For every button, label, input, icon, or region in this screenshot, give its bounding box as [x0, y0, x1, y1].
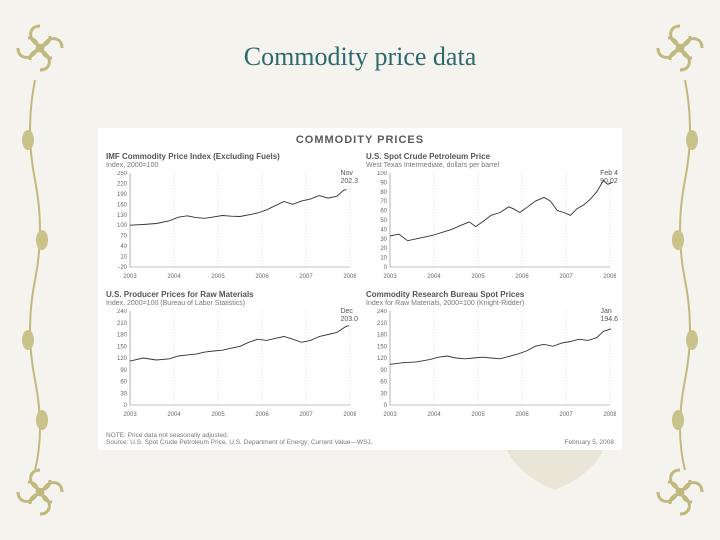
svg-text:60: 60 [380, 209, 387, 215]
chart-title: U.S. Producer Prices for Raw Materials [106, 290, 356, 299]
svg-text:2008: 2008 [343, 274, 356, 280]
footer-source: Source: U.S. Spot Crude Petroleum Price,… [106, 439, 373, 446]
svg-text:40: 40 [120, 244, 127, 250]
svg-text:160: 160 [117, 202, 128, 208]
svg-text:2005: 2005 [471, 274, 485, 280]
svg-text:2005: 2005 [211, 412, 225, 418]
svg-text:30: 30 [120, 391, 127, 397]
svg-text:2007: 2007 [559, 412, 573, 418]
svg-text:2004: 2004 [167, 274, 181, 280]
chart-crb-spot: Commodity Research Bureau Spot Prices In… [366, 290, 616, 419]
svg-text:50: 50 [380, 218, 387, 224]
svg-text:40: 40 [380, 227, 387, 233]
ornament-vine-right [670, 80, 700, 470]
svg-text:150: 150 [117, 344, 128, 350]
svg-text:2004: 2004 [427, 274, 441, 280]
svg-text:2007: 2007 [299, 412, 313, 418]
svg-text:10: 10 [380, 256, 387, 262]
svg-text:120: 120 [377, 356, 388, 362]
chart-subtitle: West Texas Intermediate, dollars per bar… [366, 162, 616, 169]
svg-text:90: 90 [380, 180, 387, 186]
svg-text:180: 180 [117, 333, 128, 339]
ornament-vine-left [20, 80, 50, 470]
ornament-bottom-right [650, 462, 710, 522]
panel-heading: COMMODITY PRICES [98, 134, 622, 146]
svg-text:180: 180 [377, 333, 388, 339]
svg-text:2003: 2003 [383, 412, 397, 418]
svg-text:220: 220 [117, 181, 128, 187]
svg-text:210: 210 [377, 321, 388, 327]
svg-text:80: 80 [380, 190, 387, 196]
chart-callout: Feb 4 90.02 [600, 170, 618, 185]
svg-text:2007: 2007 [559, 274, 573, 280]
svg-text:2005: 2005 [211, 274, 225, 280]
chart-title: IMF Commodity Price Index (Excluding Fue… [106, 152, 356, 161]
svg-text:2003: 2003 [123, 274, 137, 280]
chart-subtitle: Index, 2000=100 [106, 162, 356, 169]
svg-text:0: 0 [384, 265, 388, 271]
chart-producer-prices: U.S. Producer Prices for Raw Materials I… [106, 290, 356, 419]
svg-text:130: 130 [117, 213, 128, 219]
svg-text:2006: 2006 [255, 412, 269, 418]
chart-imf-index: IMF Commodity Price Index (Excluding Fue… [106, 152, 356, 281]
svg-text:250: 250 [117, 171, 128, 177]
svg-text:0: 0 [384, 403, 388, 409]
svg-text:90: 90 [120, 368, 127, 374]
chart-panel: COMMODITY PRICES IMF Commodity Price Ind… [98, 128, 622, 450]
svg-text:120: 120 [117, 356, 128, 362]
svg-text:100: 100 [377, 171, 388, 177]
footer-note: NOTE: Price data not seasonally adjusted… [106, 432, 228, 439]
svg-text:2006: 2006 [255, 274, 269, 280]
chart-callout: Dec 203.0 [340, 308, 358, 323]
svg-text:0: 0 [124, 403, 128, 409]
chart-callout: Nov 202.3 [340, 170, 358, 185]
chart-subtitle: Index, 2000=100 (Bureau of Labor Statist… [106, 300, 356, 307]
svg-text:2008: 2008 [603, 274, 616, 280]
svg-text:2008: 2008 [343, 412, 356, 418]
chart-title: Commodity Research Bureau Spot Prices [366, 290, 616, 299]
svg-text:70: 70 [120, 234, 127, 240]
svg-text:100: 100 [117, 223, 128, 229]
chart-title: U.S. Spot Crude Petroleum Price [366, 152, 616, 161]
svg-text:20: 20 [380, 246, 387, 252]
chart-callout: Jan 194.6 [600, 308, 618, 323]
svg-text:60: 60 [380, 380, 387, 386]
svg-text:70: 70 [380, 199, 387, 205]
svg-text:2008: 2008 [603, 412, 616, 418]
page-title: Commodity price data [0, 42, 720, 72]
chart-svg: 2003 2004 2005 2006 2007 2008 0 30 60 90 120 150 180… [366, 309, 616, 419]
ornament-bottom-left [10, 462, 70, 522]
chart-crude-price: U.S. Spot Crude Petroleum Price West Tex… [366, 152, 616, 281]
svg-text:2006: 2006 [515, 274, 529, 280]
chart-svg: 2003 2004 2005 2006 2007 2008 0 10 20 30 40 50 60 70 8… [366, 171, 616, 281]
svg-text:-20: -20 [118, 265, 127, 271]
svg-text:210: 210 [117, 321, 128, 327]
chart-svg: 2003 2004 2005 2006 2007 2008 -20 10 40 70 100 130 1… [106, 171, 356, 281]
panel-footer: NOTE: Price data not seasonally adjusted… [106, 432, 614, 446]
svg-text:2003: 2003 [383, 274, 397, 280]
svg-text:30: 30 [380, 391, 387, 397]
svg-text:10: 10 [120, 255, 127, 261]
svg-text:2005: 2005 [471, 412, 485, 418]
svg-text:90: 90 [380, 368, 387, 374]
svg-text:2004: 2004 [427, 412, 441, 418]
svg-text:240: 240 [377, 309, 388, 315]
svg-text:190: 190 [117, 192, 128, 198]
svg-text:60: 60 [120, 380, 127, 386]
svg-text:2004: 2004 [167, 412, 181, 418]
svg-text:240: 240 [117, 309, 128, 315]
svg-text:2006: 2006 [515, 412, 529, 418]
chart-subtitle: Index for Raw Materials, 2000=100 (Knigh… [366, 300, 616, 307]
footer-date: February 5, 2008 [564, 439, 614, 446]
svg-text:2003: 2003 [123, 412, 137, 418]
svg-text:150: 150 [377, 344, 388, 350]
chart-svg: 2003 2004 2005 2006 2007 2008 0 30 60 90 120 150 180… [106, 309, 356, 419]
svg-text:2007: 2007 [299, 274, 313, 280]
svg-text:30: 30 [380, 237, 387, 243]
